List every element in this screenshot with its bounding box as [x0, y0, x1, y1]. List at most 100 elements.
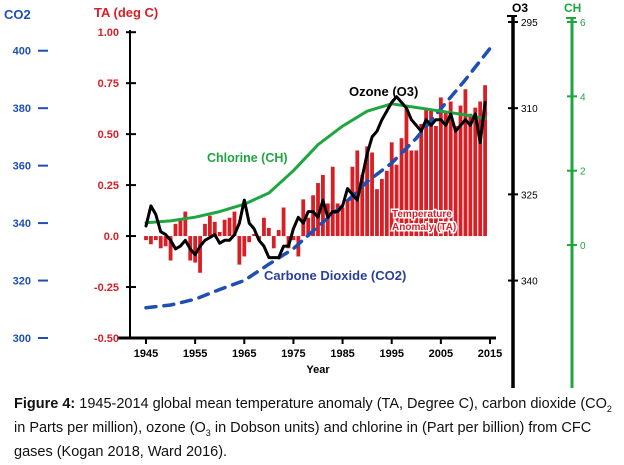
ch-tick-label: 4	[580, 92, 586, 103]
co2-tick-label: 340	[13, 218, 31, 230]
ta-bar	[306, 217, 311, 237]
ta-bar	[232, 211, 237, 237]
x-tick-label: 1945	[134, 348, 158, 360]
co2-tick-label: 360	[13, 161, 31, 173]
ta-bar	[448, 101, 453, 237]
chart: 1945 1955 1965 1975 1985 1995 2005 2015 Year 300 3…	[4, 1, 586, 388]
ta-label-line-2: Anomaly (TA)	[392, 222, 456, 233]
ta-bar	[438, 97, 443, 237]
ch-tick-label: 0	[580, 241, 586, 252]
ta-bar	[478, 101, 483, 237]
ta-tick-label: 0.25	[98, 180, 119, 192]
ta-bar	[453, 125, 458, 237]
ta-bar	[335, 203, 340, 237]
x-tick-label: 2005	[429, 348, 453, 360]
ch-axis-title: CH	[564, 1, 581, 15]
ta-bar	[330, 166, 335, 237]
x-tick-label: 1965	[232, 348, 256, 360]
labels: Ozone (O3) Chlorine (CH) Carbone Dioxide (…	[207, 84, 458, 283]
ozone-label: Ozone (O3)	[349, 84, 418, 99]
co2-line	[144, 46, 492, 310]
ta-bar	[443, 111, 448, 237]
co2-tick-label: 300	[13, 333, 31, 345]
x-tick-label: 1975	[281, 348, 305, 360]
ta-bar	[399, 138, 404, 237]
ta-tick-label: 0.0	[104, 231, 119, 243]
ta-bar	[281, 207, 286, 237]
ta-bar	[227, 217, 232, 237]
ta-bar	[311, 195, 315, 237]
ta-bar	[316, 183, 320, 237]
ozone-line	[144, 95, 487, 260]
ta-bar	[458, 105, 463, 237]
ta-bar	[222, 219, 227, 237]
ta-bar	[247, 236, 252, 243]
ta-bar	[203, 223, 207, 237]
ta-bar	[375, 189, 379, 237]
ta-tick-label: 0.50	[98, 129, 119, 141]
chlorine-label: Chlorine (CH)	[207, 151, 288, 165]
ta-bar	[424, 107, 429, 237]
caption-label: Figure 4:	[14, 396, 76, 412]
ta-bar	[193, 236, 198, 263]
co2-tick-label: 320	[13, 276, 31, 288]
ta-bar	[262, 217, 266, 237]
ta-bar	[350, 166, 355, 237]
ta-bar	[340, 207, 345, 237]
axes: 1945 1955 1965 1975 1985 1995 2005 2015 Year 300 3…	[4, 1, 586, 388]
ta-bar	[252, 234, 257, 237]
ch-tick-label: 2	[580, 167, 586, 178]
caption-sub-1: 2	[606, 403, 612, 414]
o3-axis-title: O3	[512, 1, 528, 15]
ta-bar	[404, 105, 409, 237]
ta-tick-label: -0.50	[94, 333, 119, 345]
ta-bar	[394, 164, 399, 237]
ta-bar	[409, 150, 414, 237]
ta-bar	[212, 221, 217, 237]
caption-sub-2: 3	[205, 427, 211, 438]
ta-tick-label: 1.00	[98, 27, 119, 39]
ta-bar	[276, 229, 281, 237]
x-tick-label: 2015	[478, 348, 502, 360]
ta-bar	[483, 85, 487, 237]
o3-tick-label: 295	[521, 18, 538, 29]
ta-bar	[158, 236, 163, 249]
ta-bar	[198, 236, 202, 273]
ch-tick-label: 6	[580, 18, 586, 29]
x-tick-label: 1985	[330, 348, 354, 360]
chlorine-line	[144, 102, 487, 225]
ta-bar	[149, 236, 153, 245]
ta-bar	[389, 142, 394, 237]
ta-label-line-1: Temperature	[392, 209, 452, 220]
series-lines	[144, 46, 492, 310]
figure-caption: Figure 4: 1945-2014 global mean temperat…	[14, 395, 614, 462]
ta-bar	[291, 236, 296, 241]
x-axis-title: Year	[306, 364, 330, 376]
ta-bar	[153, 236, 158, 241]
ta-bar	[301, 199, 306, 237]
ta-bar	[473, 107, 478, 237]
caption-text-2: in Parts per million), ozone (O	[14, 419, 206, 436]
ta-bar	[345, 199, 350, 237]
ta-bar	[242, 236, 247, 257]
caption-text-3: in Dobson units) and chlorine in (Part p…	[14, 419, 592, 460]
ta-bar	[266, 227, 271, 237]
ta-bar	[168, 236, 173, 261]
ta-bar	[414, 150, 419, 237]
ta-bar	[384, 170, 389, 237]
o3-tick-label: 325	[521, 190, 538, 201]
ta-bar	[468, 113, 473, 237]
ta-bar	[379, 178, 384, 237]
ta-bar	[178, 219, 183, 237]
ta-bar	[183, 211, 188, 237]
co2-axis-title: CO2	[4, 7, 31, 22]
ta-bar	[429, 109, 433, 237]
ta-tick-label: 0.75	[98, 78, 119, 90]
x-tick-label: 1955	[183, 348, 207, 360]
ta-bar	[419, 123, 424, 237]
ta-bar	[207, 215, 212, 237]
ta-bar	[365, 146, 370, 237]
x-tick-label: 1995	[379, 348, 403, 360]
caption-text-1: 1945-2014 global mean temperature anomal…	[79, 396, 607, 412]
ta-bar	[271, 236, 276, 249]
